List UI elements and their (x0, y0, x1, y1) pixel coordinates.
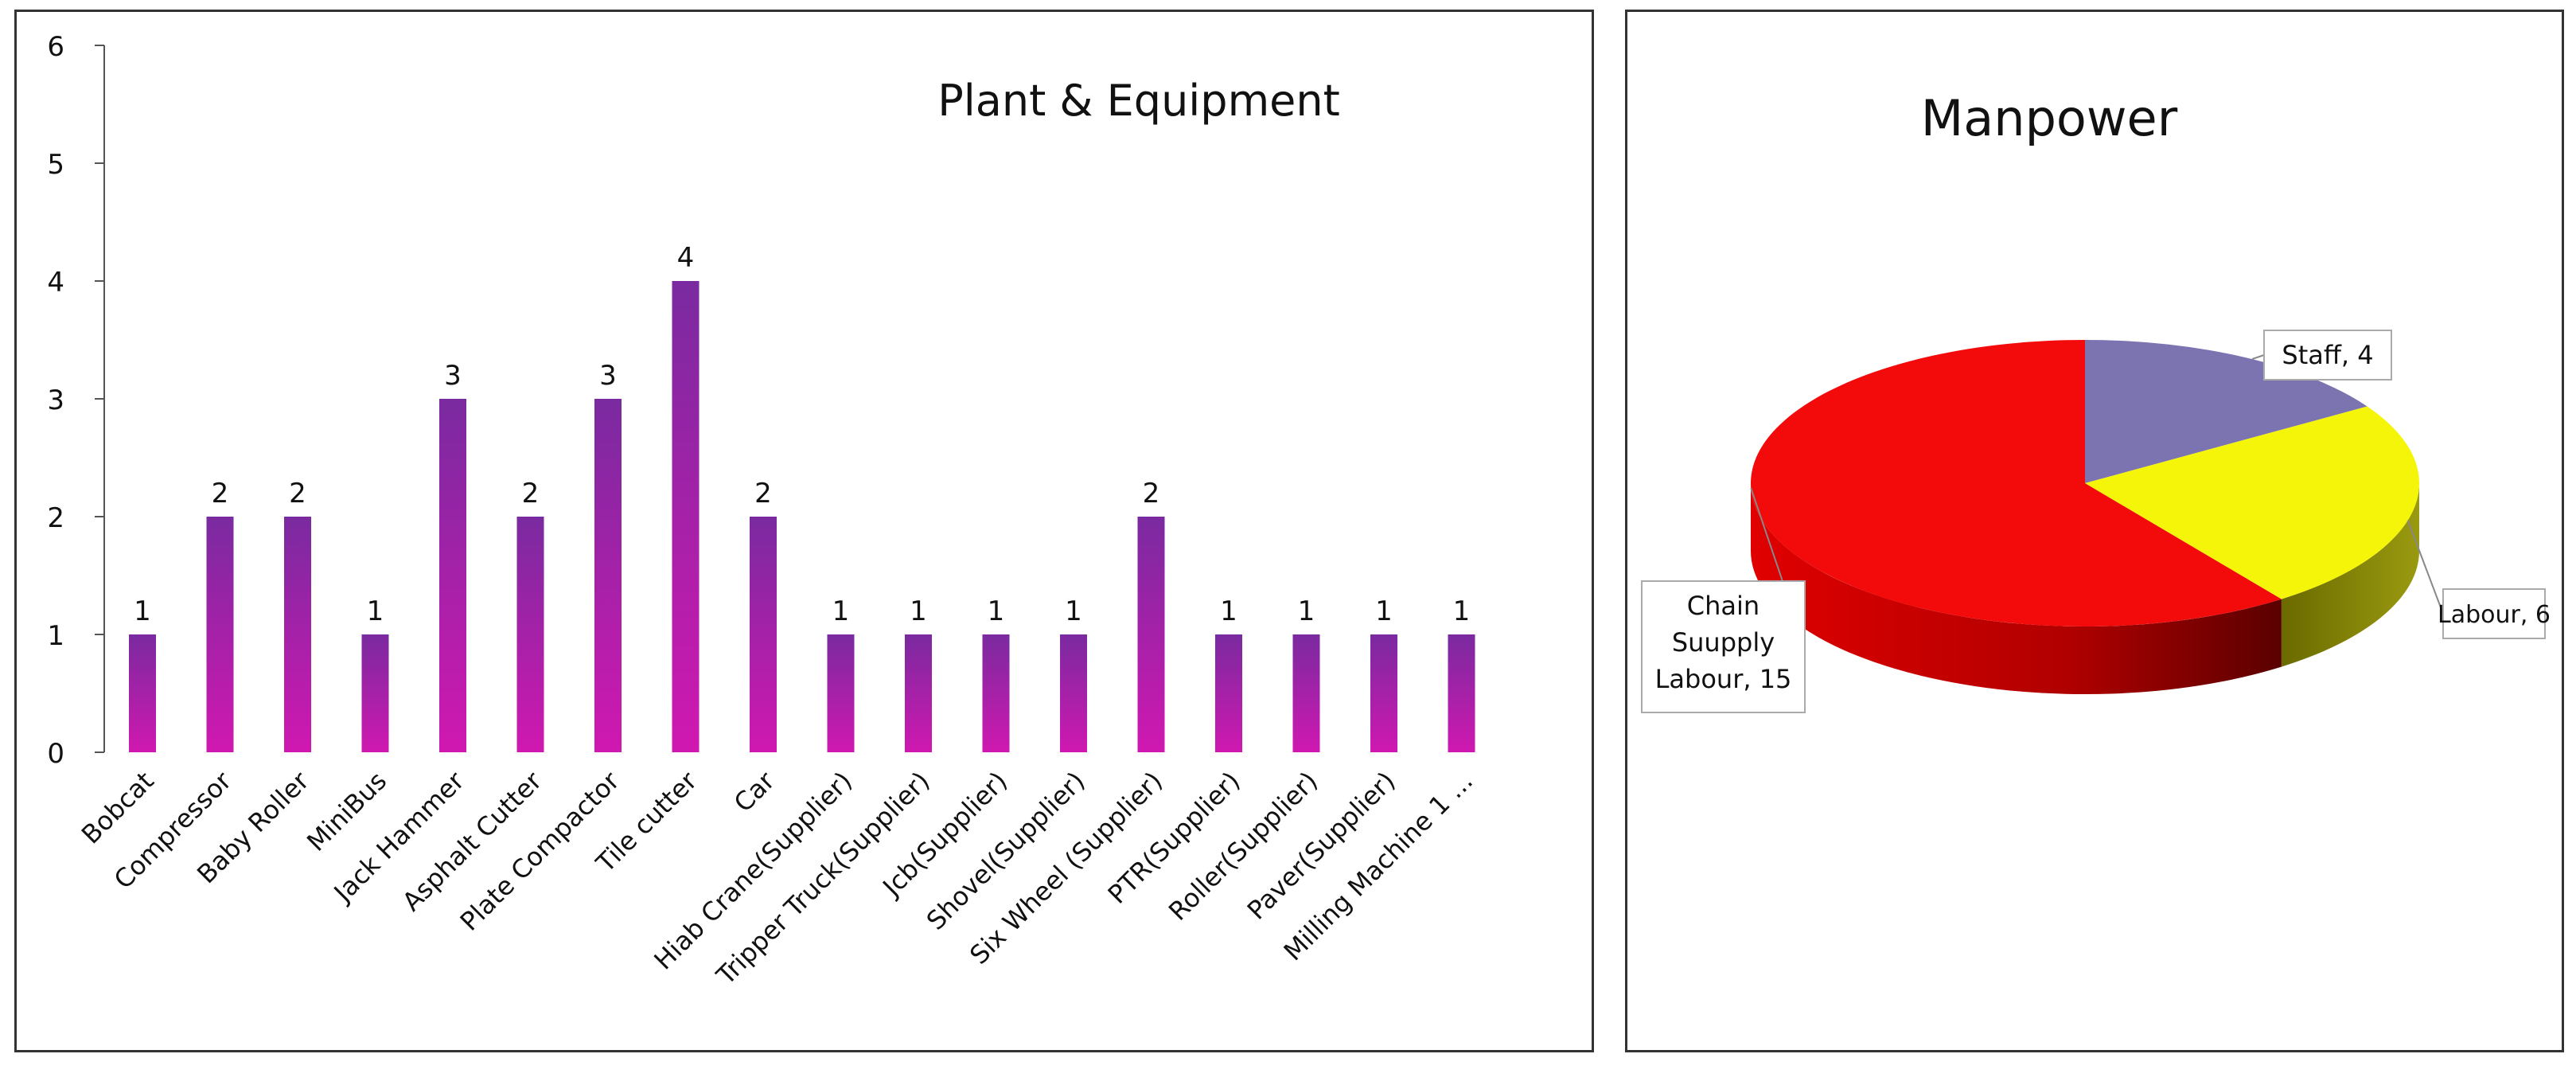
data-label: 1 (988, 595, 1005, 627)
chart-title: Manpower (1921, 89, 2178, 147)
bar (1137, 517, 1165, 752)
bar (439, 399, 466, 752)
data-label: 1 (1220, 595, 1237, 627)
bar (905, 634, 932, 752)
pie-slice (1751, 340, 2282, 626)
bar (361, 634, 389, 752)
data-label: 3 (444, 360, 462, 392)
data-label: 1 (1065, 595, 1082, 627)
data-label: 1 (134, 595, 151, 627)
y-tick-label: 1 (47, 620, 64, 652)
data-label: 1 (832, 595, 850, 627)
slice-label-box (2263, 330, 2392, 381)
y-tick-label: 5 (47, 149, 64, 181)
slice-label-box (1641, 580, 1806, 713)
y-tick-label: 2 (47, 502, 64, 534)
pie-chart-panel: Manpower Staff, 4 Labour, 6 Chain Suupply La… (1625, 10, 2564, 1052)
slice-label: Chain Suupply Labour, 15 (1655, 591, 1792, 694)
bar (750, 517, 777, 752)
data-label: 1 (910, 595, 927, 627)
data-label: 2 (754, 478, 772, 509)
y-tick-label: 0 (47, 738, 64, 770)
y-tick-label: 6 (47, 31, 64, 63)
data-label: 2 (289, 478, 306, 509)
x-tick-label: Jack Hammer (327, 765, 470, 908)
data-label: 4 (677, 242, 695, 274)
chart-title: Plant & Equipment (937, 76, 1340, 126)
data-label: 1 (1298, 595, 1315, 627)
bar (1370, 634, 1397, 752)
pie-slice-side (1751, 483, 2282, 695)
y-tick-label: 4 (47, 267, 64, 299)
bar (1292, 634, 1320, 752)
pie-slice-side (2281, 483, 2419, 667)
bar (1215, 634, 1242, 752)
data-label: 2 (1143, 478, 1160, 509)
slice-label-box (2442, 588, 2546, 639)
data-label: 2 (522, 478, 540, 509)
pie-chart: Manpower Staff, 4 Labour, 6 Chain Suupply La… (1641, 89, 2551, 713)
bar (129, 634, 156, 752)
pie-slice (2085, 406, 2419, 599)
x-tick-label: Car (728, 765, 781, 818)
slice-label: Labour, 6 (2438, 601, 2551, 629)
data-label: 1 (367, 595, 384, 627)
slice-label: Staff, 4 (2282, 340, 2373, 370)
bar (516, 517, 544, 752)
data-label: 1 (1375, 595, 1393, 627)
bar (594, 399, 622, 752)
x-tick-label: Asphalt Cutter (396, 765, 548, 917)
bar (672, 281, 700, 752)
bar (827, 634, 855, 752)
data-label: 3 (599, 360, 617, 392)
bar (982, 634, 1010, 752)
y-tick-label: 3 (47, 384, 64, 416)
leader-line (2406, 520, 2444, 615)
bar (284, 517, 311, 752)
bar (1448, 634, 1475, 752)
x-tick-label: PTR(Supplier) (1102, 766, 1246, 910)
bar (1060, 634, 1087, 752)
data-label: 2 (212, 478, 229, 509)
leader-line (2251, 354, 2265, 361)
bar (206, 517, 234, 752)
data-label: 1 (1453, 595, 1471, 627)
